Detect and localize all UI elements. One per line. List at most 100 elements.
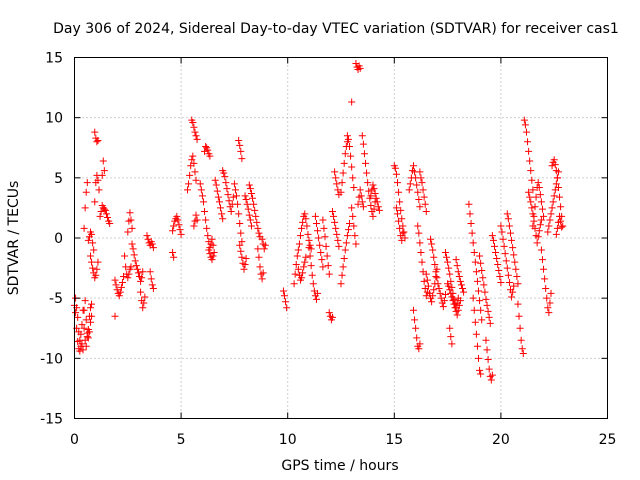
data-point (74, 313, 82, 321)
data-point (557, 217, 565, 225)
data-point (414, 188, 422, 196)
data-point (337, 280, 345, 288)
data-point (477, 259, 485, 267)
x-axis-label: GPS time / hours (281, 458, 398, 474)
data-point (515, 312, 523, 320)
data-point (513, 273, 521, 281)
data-point (298, 274, 306, 282)
data-point (533, 239, 541, 247)
data-point (482, 336, 490, 344)
data-point (227, 208, 235, 216)
series-arc-50 (352, 60, 364, 74)
data-point (116, 288, 124, 296)
series-arc-55 (392, 204, 407, 244)
data-point (300, 263, 308, 271)
data-point (219, 215, 227, 223)
data-point (522, 128, 530, 136)
series-arc-16 (137, 288, 149, 312)
series-arc-68 (476, 252, 494, 327)
data-point (537, 246, 545, 254)
data-point (372, 194, 380, 202)
data-point (488, 371, 496, 379)
data-point (86, 318, 94, 326)
series-arc-07 (91, 128, 102, 146)
data-point (191, 128, 199, 136)
data-point (417, 248, 425, 256)
data-point (259, 269, 267, 277)
data-point (340, 159, 348, 167)
data-point (319, 216, 327, 224)
data-point (411, 316, 419, 324)
data-point (91, 128, 99, 136)
data-point (537, 198, 545, 206)
data-point (229, 193, 237, 201)
data-point (514, 300, 522, 308)
data-point (82, 316, 90, 324)
data-point (418, 179, 426, 187)
data-point (550, 192, 558, 200)
data-point (192, 211, 200, 219)
data-point (338, 271, 346, 279)
data-point (331, 168, 339, 176)
data-point (235, 210, 243, 218)
series-arc-08 (91, 171, 103, 206)
data-point (475, 287, 483, 295)
data-point (315, 234, 323, 242)
data-point (469, 294, 477, 302)
series-arc-77 (537, 246, 555, 317)
data-point (137, 277, 145, 285)
data-point (478, 266, 486, 274)
series-arc-47 (343, 132, 358, 191)
data-point (112, 281, 120, 289)
data-point (94, 176, 102, 184)
data-point (370, 205, 378, 213)
data-point (341, 246, 349, 254)
data-point (455, 301, 463, 309)
data-point (413, 334, 421, 342)
data-point (483, 301, 491, 309)
series-arc-14 (124, 209, 136, 236)
data-point (559, 222, 567, 230)
data-point (250, 200, 258, 208)
data-point (245, 181, 253, 189)
data-point (209, 252, 217, 260)
y-tick-label: -5 (49, 291, 63, 307)
data-point (169, 248, 177, 256)
data-point (545, 309, 553, 317)
data-point (225, 197, 233, 205)
series-arc-42 (325, 309, 336, 324)
data-point (291, 270, 299, 278)
data-point (333, 180, 341, 188)
data-point (484, 356, 492, 364)
data-point (508, 236, 516, 244)
data-point (339, 169, 347, 177)
data-point (473, 342, 481, 350)
data-point (488, 232, 496, 240)
data-point (237, 147, 245, 155)
data-point (422, 270, 430, 278)
data-point (88, 258, 96, 266)
data-point (470, 248, 478, 256)
series-arc-26 (205, 246, 218, 264)
data-point (189, 152, 197, 160)
data-point (196, 180, 204, 188)
data-point (445, 264, 453, 272)
series-arc-01 (71, 301, 87, 355)
data-point (201, 147, 209, 155)
data-point (450, 300, 458, 308)
data-point (244, 205, 252, 213)
data-point (548, 204, 556, 212)
data-point (448, 340, 456, 348)
data-point (359, 203, 367, 211)
data-point (202, 216, 210, 224)
series-arc-24 (196, 180, 217, 252)
data-point (88, 312, 96, 320)
data-point (281, 292, 289, 300)
data-point (415, 345, 423, 353)
data-point (311, 212, 319, 220)
data-point (325, 309, 333, 317)
data-point (496, 273, 504, 281)
data-point (535, 227, 543, 235)
data-point (102, 210, 110, 218)
series-arc-10 (98, 157, 108, 179)
